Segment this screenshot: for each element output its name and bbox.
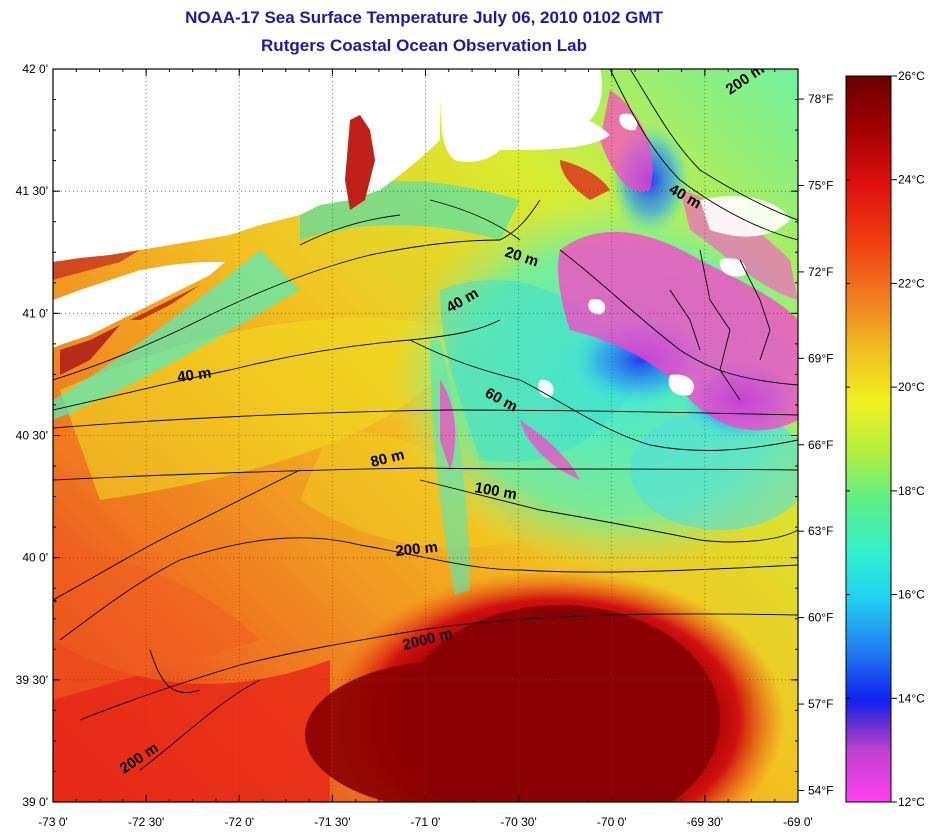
lon-tick-label: -69 0' bbox=[783, 815, 813, 829]
fahrenheit-tick-label: 75°F bbox=[808, 178, 833, 192]
lat-tick-label: 41 0' bbox=[22, 306, 48, 320]
lat-tick-label: 41 30' bbox=[16, 184, 48, 198]
fahrenheit-tick-label: 60°F bbox=[808, 611, 833, 625]
fahrenheit-tick-label: 69°F bbox=[808, 351, 833, 365]
fahrenheit-tick-label: 54°F bbox=[808, 783, 833, 797]
colorbar bbox=[845, 75, 892, 803]
lon-tick-label: -73 0' bbox=[38, 815, 68, 829]
fahrenheit-tick-label: 72°F bbox=[808, 265, 833, 279]
depth-label: 40 m bbox=[176, 364, 212, 386]
map-title: NOAA-17 Sea Surface Temperature July 06,… bbox=[185, 8, 663, 27]
depth-label: 200 m bbox=[395, 539, 439, 560]
lat-tick-label: 40 0' bbox=[22, 551, 48, 565]
lon-tick-label: -70 30' bbox=[500, 815, 536, 829]
fahrenheit-tick-label: 66°F bbox=[808, 438, 833, 452]
lon-tick-label: -71 0' bbox=[411, 815, 441, 829]
bathymetry-contours bbox=[53, 69, 798, 771]
sst-field: 20 m 40 m 40 m 40 m 60 m 80 m 100 m 200 … bbox=[39, 69, 798, 802]
lon-tick-label: -71 30' bbox=[314, 815, 350, 829]
celsius-tick-label: 14°C bbox=[898, 691, 925, 705]
depth-label: m bbox=[39, 591, 60, 612]
celsius-tick-label: 18°C bbox=[898, 484, 925, 498]
celsius-tick-label: 22°C bbox=[898, 276, 925, 290]
lat-tick-label: 40 30' bbox=[16, 429, 48, 443]
celsius-tick-label: 16°C bbox=[898, 588, 925, 602]
lon-tick-label: -72 30' bbox=[128, 815, 164, 829]
lat-tick-label: 39 0' bbox=[22, 795, 48, 809]
land-connecticut-ri bbox=[53, 69, 440, 262]
fahrenheit-tick-label: 57°F bbox=[808, 697, 833, 711]
fahrenheit-tick-label: 63°F bbox=[808, 524, 833, 538]
graticule bbox=[53, 69, 798, 802]
lon-tick-label: -70 0' bbox=[597, 815, 627, 829]
lat-tick-label: 39 30' bbox=[16, 673, 48, 687]
lon-tick-label: -69 30' bbox=[687, 815, 723, 829]
celsius-tick-label: 20°C bbox=[898, 380, 925, 394]
celsius-tick-label: 12°C bbox=[898, 795, 925, 809]
lon-tick-label: -72 0' bbox=[224, 815, 254, 829]
map-subtitle: Rutgers Coastal Ocean Observation Lab bbox=[261, 36, 587, 55]
fahrenheit-tick-label: 78°F bbox=[808, 92, 833, 106]
lat-tick-label: 42 0' bbox=[22, 62, 48, 76]
land-long-island bbox=[53, 262, 225, 348]
celsius-tick-label: 24°C bbox=[898, 173, 925, 187]
celsius-tick-label: 26°C bbox=[898, 69, 925, 83]
